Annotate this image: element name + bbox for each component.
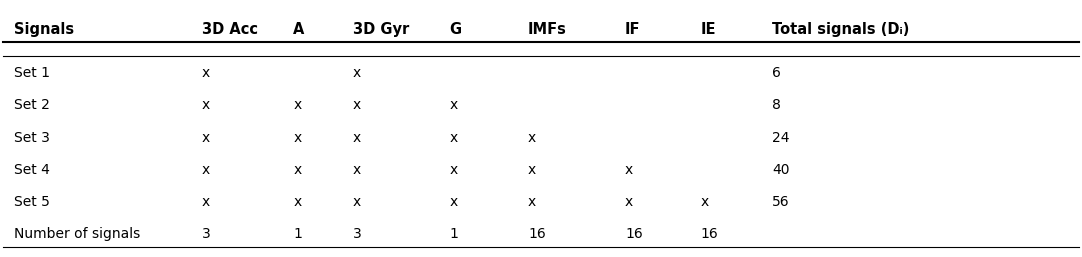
Text: 24: 24 (773, 131, 790, 144)
Text: x: x (528, 195, 537, 209)
Text: Total signals (Dᵢ): Total signals (Dᵢ) (773, 22, 910, 37)
Text: A: A (293, 22, 305, 37)
Text: 16: 16 (625, 227, 643, 241)
Text: x: x (202, 98, 210, 112)
Text: Signals: Signals (14, 22, 74, 37)
Text: x: x (625, 163, 633, 177)
Text: 40: 40 (773, 163, 790, 177)
Text: x: x (293, 131, 302, 144)
Text: x: x (528, 131, 537, 144)
Text: IMFs: IMFs (528, 22, 567, 37)
Text: x: x (625, 195, 633, 209)
Text: Set 3: Set 3 (14, 131, 50, 144)
Text: x: x (353, 98, 361, 112)
Text: x: x (202, 163, 210, 177)
Text: x: x (202, 66, 210, 80)
Text: Set 2: Set 2 (14, 98, 50, 112)
Text: 1: 1 (293, 227, 302, 241)
Text: x: x (353, 195, 361, 209)
Text: G: G (449, 22, 462, 37)
Text: x: x (353, 66, 361, 80)
Text: x: x (449, 163, 458, 177)
Text: x: x (700, 195, 709, 209)
Text: IE: IE (700, 22, 716, 37)
Text: x: x (293, 98, 302, 112)
Text: x: x (353, 131, 361, 144)
Text: 16: 16 (528, 227, 545, 241)
Text: 16: 16 (700, 227, 718, 241)
Text: 3: 3 (202, 227, 211, 241)
Text: Set 5: Set 5 (14, 195, 50, 209)
Text: x: x (293, 163, 302, 177)
Text: x: x (293, 195, 302, 209)
Text: Set 4: Set 4 (14, 163, 50, 177)
Text: x: x (202, 131, 210, 144)
Text: x: x (449, 98, 458, 112)
Text: 56: 56 (773, 195, 790, 209)
Text: 1: 1 (449, 227, 459, 241)
Text: x: x (528, 163, 537, 177)
Text: 6: 6 (773, 66, 781, 80)
Text: x: x (353, 163, 361, 177)
Text: 3D Gyr: 3D Gyr (353, 22, 409, 37)
Text: Number of signals: Number of signals (14, 227, 140, 241)
Text: x: x (202, 195, 210, 209)
Text: x: x (449, 131, 458, 144)
Text: x: x (449, 195, 458, 209)
Text: IF: IF (625, 22, 641, 37)
Text: 3D Acc: 3D Acc (202, 22, 258, 37)
Text: 8: 8 (773, 98, 781, 112)
Text: Set 1: Set 1 (14, 66, 50, 80)
Text: 3: 3 (353, 227, 361, 241)
